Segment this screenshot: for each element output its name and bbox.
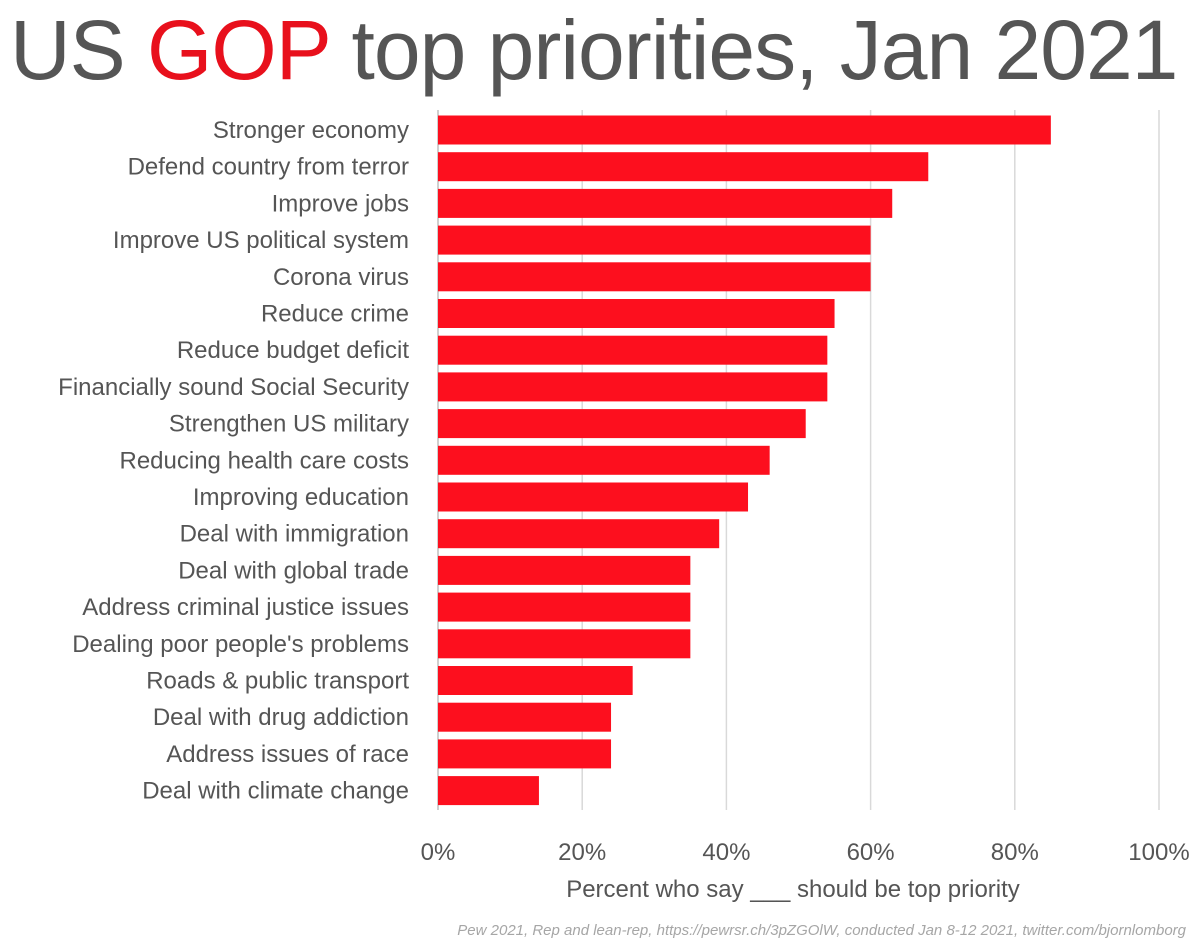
- title-suffix: top priorities, Jan 2021: [329, 3, 1179, 97]
- category-label: Improve US political system: [113, 227, 409, 254]
- bar: [438, 262, 871, 292]
- category-label: Defend country from terror: [128, 154, 409, 181]
- chart-title: US GOP top priorities, Jan 2021: [10, 2, 1179, 99]
- category-label: Improving education: [193, 484, 409, 511]
- bar: [438, 666, 633, 695]
- category-label: Address criminal justice issues: [82, 594, 409, 621]
- bar: [438, 445, 770, 475]
- bar: [438, 225, 871, 255]
- category-label: Strengthen US military: [169, 411, 409, 438]
- x-tick-label: 20%: [558, 839, 606, 866]
- bar: [438, 629, 691, 659]
- bar: [438, 299, 835, 328]
- category-label: Reducing health care costs: [120, 447, 410, 474]
- bar: [438, 702, 612, 732]
- category-label: Reduce crime: [261, 301, 409, 328]
- category-label: Corona virus: [273, 264, 409, 291]
- bar: [438, 482, 749, 512]
- category-label: Deal with drug addiction: [153, 704, 409, 731]
- title-highlight: GOP: [147, 3, 330, 97]
- x-tick-label: 80%: [991, 839, 1039, 866]
- bar: [438, 409, 806, 439]
- category-label: Deal with climate change: [142, 778, 409, 805]
- category-label: Financially sound Social Security: [58, 374, 409, 401]
- category-label: Dealing poor people's problems: [72, 631, 409, 658]
- category-label: Roads & public transport: [146, 668, 409, 695]
- title-prefix: US: [10, 3, 148, 97]
- x-tick-label: 40%: [702, 839, 750, 866]
- category-label: Stronger economy: [213, 117, 409, 144]
- x-tick-label: 100%: [1128, 839, 1189, 866]
- bar: [438, 739, 612, 769]
- category-label: Deal with immigration: [180, 521, 409, 548]
- category-label: Improve jobs: [272, 190, 409, 217]
- bar: [438, 115, 1051, 145]
- category-label: Deal with global trade: [178, 557, 409, 584]
- bar: [438, 592, 691, 622]
- category-label: Reduce budget deficit: [177, 337, 409, 364]
- category-label: Address issues of race: [166, 741, 409, 768]
- bar: [438, 555, 691, 585]
- x-axis-label: Percent who say ___ should be top priori…: [566, 876, 1020, 903]
- bar: [438, 152, 929, 182]
- x-tick-label: 60%: [847, 839, 895, 866]
- x-tick-label: 0%: [421, 839, 456, 866]
- bar: [438, 372, 828, 402]
- source-footer: Pew 2021, Rep and lean-rep, https://pewr…: [457, 922, 1186, 939]
- bar: [438, 519, 720, 549]
- bar: [438, 776, 539, 806]
- bar: [438, 335, 828, 365]
- bar: [438, 188, 893, 218]
